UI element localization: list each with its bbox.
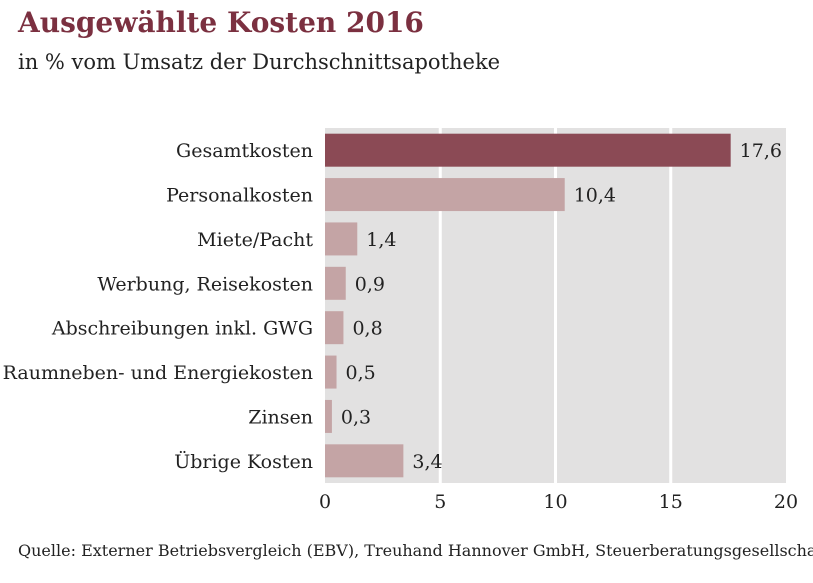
value-label: 0,9: [355, 273, 385, 295]
bar: [325, 444, 404, 478]
x-tick-label: 15: [659, 491, 683, 513]
category-label: Miete/Pacht: [197, 229, 313, 251]
value-label: 0,5: [346, 362, 376, 384]
x-tick-label: 0: [319, 491, 331, 513]
category-label: Übrige Kosten: [174, 450, 313, 473]
bar: [325, 222, 358, 256]
bar: [325, 399, 332, 433]
chart-title: Ausgewählte Kosten 2016: [18, 6, 424, 39]
value-label: 3,4: [412, 451, 442, 473]
bar: [325, 266, 346, 300]
category-label: Werbung, Reisekosten: [97, 273, 313, 295]
bars: [325, 133, 731, 478]
value-label: 17,6: [740, 140, 782, 162]
value-label: 0,8: [352, 318, 382, 340]
value-label: 1,4: [366, 229, 396, 251]
x-tick-label: 5: [434, 491, 446, 513]
x-tick-label: 20: [774, 491, 798, 513]
value-labels: 17,6 10,4 1,4 0,9 0,8 0,5 0,3 3,4: [341, 140, 782, 473]
category-label: Personalkosten: [166, 185, 313, 207]
source-note: Quelle: Externer Betriebsvergleich (EBV)…: [18, 541, 813, 560]
value-label: 10,4: [574, 185, 616, 207]
x-axis-ticks: 0 5 10 15 20: [319, 491, 798, 513]
x-tick-label: 10: [543, 491, 567, 513]
category-label: Zinsen: [248, 406, 313, 428]
value-label: 0,3: [341, 406, 371, 428]
bar: [325, 178, 565, 212]
category-labels: Gesamtkosten Personalkosten Miete/Pacht Wer…: [3, 140, 314, 473]
bar: [325, 355, 337, 389]
category-label: Gesamtkosten: [176, 140, 313, 162]
category-label: Abschreibungen inkl. GWG: [51, 318, 313, 340]
category-label: Raumneben- und Energiekosten: [3, 362, 313, 384]
bar: [325, 133, 731, 167]
bar: [325, 311, 344, 345]
chart-subtitle: in % vom Umsatz der Durchschnittsapothek…: [18, 50, 501, 74]
